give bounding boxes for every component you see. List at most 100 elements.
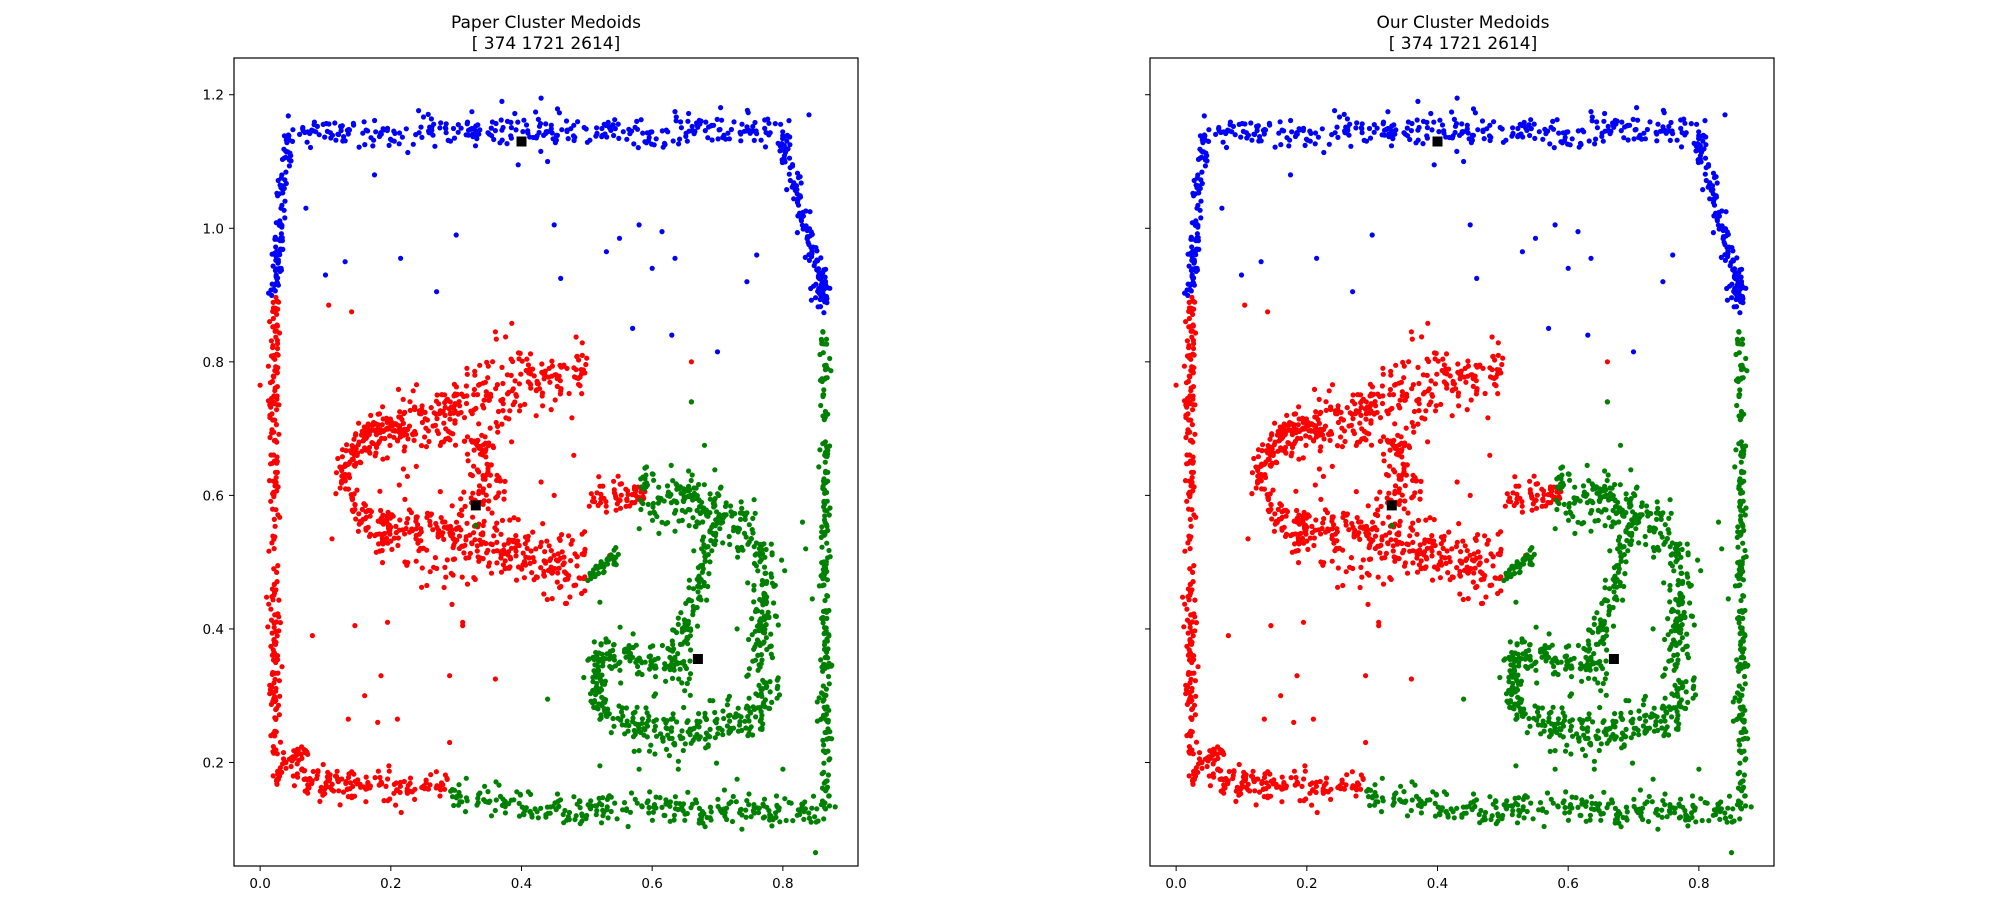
data-point — [442, 772, 448, 778]
data-point — [1196, 756, 1203, 762]
data-point — [818, 690, 825, 696]
data-point — [1326, 388, 1332, 394]
data-point — [413, 463, 419, 469]
data-point — [463, 534, 469, 540]
data-point — [1187, 566, 1193, 572]
data-point — [1299, 535, 1306, 542]
data-point — [823, 692, 829, 699]
data-point — [502, 478, 508, 484]
data-point — [489, 541, 495, 548]
data-point — [635, 145, 641, 151]
data-point — [1312, 141, 1318, 147]
data-point — [1456, 369, 1462, 375]
data-point — [571, 365, 577, 371]
data-point — [797, 193, 803, 199]
data-point — [469, 541, 475, 547]
data-point — [278, 231, 284, 237]
data-point — [1697, 143, 1703, 149]
data-point — [332, 120, 338, 126]
data-point — [1619, 119, 1625, 125]
data-point — [547, 379, 553, 385]
data-point — [712, 503, 718, 509]
data-point — [502, 798, 508, 805]
data-point — [456, 399, 462, 405]
data-point — [1278, 431, 1285, 437]
data-point — [714, 116, 720, 122]
data-point — [470, 490, 476, 496]
data-point — [1464, 126, 1470, 132]
data-point — [1674, 137, 1680, 143]
data-point — [1358, 772, 1364, 778]
data-point — [1190, 439, 1196, 445]
data-point — [1341, 428, 1347, 434]
data-point — [772, 121, 778, 127]
data-point — [821, 582, 827, 588]
data-point — [468, 495, 474, 501]
data-point — [1486, 133, 1493, 139]
data-point — [804, 236, 810, 242]
data-point — [1668, 119, 1674, 126]
data-point — [712, 718, 718, 724]
data-point — [1287, 172, 1294, 178]
data-point — [1327, 437, 1333, 443]
data-point — [450, 405, 456, 411]
data-point — [1510, 130, 1516, 136]
data-point — [1387, 392, 1393, 398]
data-point — [779, 557, 785, 563]
data-point — [367, 513, 373, 519]
data-point — [1184, 338, 1190, 344]
data-point — [271, 429, 277, 435]
data-point — [458, 125, 464, 131]
data-point — [728, 126, 735, 133]
data-point — [441, 584, 447, 591]
data-point — [739, 826, 745, 832]
data-point — [598, 712, 604, 718]
data-point — [1315, 134, 1321, 140]
data-point — [489, 510, 495, 516]
data-point — [627, 809, 634, 815]
data-point — [392, 130, 398, 136]
data-point — [670, 711, 676, 717]
data-point — [471, 126, 477, 132]
data-point — [603, 713, 609, 719]
data-point — [521, 575, 528, 581]
data-point — [274, 458, 280, 465]
data-point — [1190, 633, 1196, 639]
data-point — [298, 751, 304, 757]
data-point — [1602, 110, 1608, 117]
right-chart: Our Cluster Medoids [ 374 1721 2614] 0.0… — [1145, 13, 1775, 892]
data-point — [749, 616, 755, 622]
data-point — [1189, 422, 1195, 428]
data-point — [571, 582, 577, 589]
data-point — [265, 363, 271, 369]
data-point — [605, 639, 612, 645]
data-point — [552, 397, 558, 403]
data-point — [799, 222, 806, 228]
data-point — [375, 411, 381, 417]
data-point — [1375, 574, 1381, 580]
data-point — [750, 530, 756, 536]
data-point — [1403, 391, 1410, 397]
data-point — [480, 489, 486, 495]
data-point — [1495, 352, 1501, 358]
data-point — [825, 673, 832, 680]
data-point — [568, 558, 574, 564]
data-point — [563, 600, 570, 607]
data-point — [1215, 744, 1221, 750]
data-point — [1346, 423, 1352, 429]
data-point — [1456, 403, 1462, 409]
data-point — [1396, 532, 1402, 538]
data-point — [746, 636, 752, 643]
data-point — [362, 445, 368, 451]
data-point — [1500, 355, 1506, 361]
data-point — [1363, 416, 1369, 422]
data-point — [573, 813, 579, 819]
data-point — [273, 474, 279, 481]
data-point — [824, 704, 830, 710]
data-point — [1184, 606, 1190, 612]
data-point — [617, 505, 624, 511]
data-point — [1722, 226, 1729, 232]
data-point — [1250, 768, 1256, 774]
data-point — [591, 499, 598, 505]
data-point — [783, 817, 789, 824]
